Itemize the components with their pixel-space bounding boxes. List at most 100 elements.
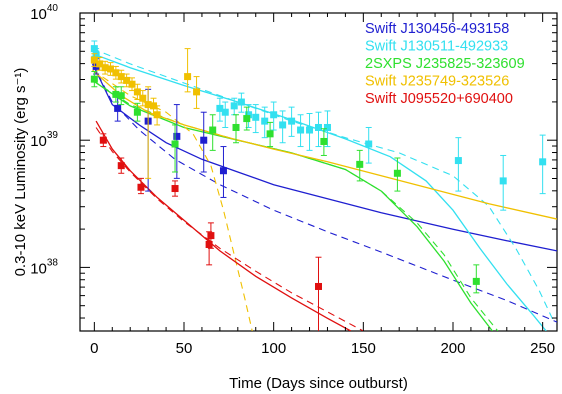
data-point [323, 110, 331, 148]
data-point [112, 65, 120, 80]
fit-curve-dashed [92, 79, 499, 331]
data-marker [207, 232, 215, 240]
data-point [270, 101, 278, 131]
data-marker [117, 73, 125, 81]
data-point [101, 60, 109, 75]
data-marker [90, 56, 98, 64]
data-point [315, 111, 322, 148]
data-marker [306, 126, 314, 134]
data-point [117, 157, 125, 174]
data-marker [323, 123, 331, 131]
data-point [90, 71, 98, 88]
data-marker [137, 183, 145, 191]
data-point [209, 114, 217, 151]
data-point [153, 105, 161, 126]
data-point [365, 126, 373, 164]
data-point [297, 114, 305, 148]
legend-entry: Swift J095520+690400 [365, 91, 513, 107]
data-point [133, 102, 141, 122]
data-marker [92, 51, 100, 59]
x-tick-label: 50 [176, 340, 193, 357]
data-point [171, 180, 179, 197]
data-marker [315, 282, 322, 290]
fit-curve-dashed [92, 69, 253, 331]
data-marker [279, 121, 287, 129]
data-marker [153, 111, 161, 119]
data-marker [270, 111, 278, 119]
data-point [252, 104, 260, 134]
data-marker [219, 167, 227, 175]
data-marker [123, 76, 131, 84]
x-axis-title: Time (Days since outburst) [229, 375, 408, 392]
data-marker [261, 117, 269, 125]
data-marker [90, 75, 98, 83]
data-point [243, 106, 251, 131]
data-marker [245, 111, 253, 119]
data-marker [539, 158, 547, 166]
x-tick-label: 250 [530, 340, 555, 357]
data-point [216, 97, 224, 122]
data-marker [133, 88, 141, 96]
data-marker [117, 92, 125, 100]
data-marker [184, 73, 192, 81]
data-marker [171, 140, 179, 148]
data-point [472, 264, 480, 294]
data-point [193, 76, 201, 109]
data-point [539, 134, 547, 195]
y-tick-label-base: 10 [30, 6, 47, 23]
x-tick-label: 200 [440, 340, 465, 357]
data-marker [112, 69, 120, 77]
data-point [112, 86, 120, 103]
data-point [279, 110, 287, 144]
legend-entry: Swift J130456-493158 [365, 21, 509, 37]
y-tick-label-base: 10 [30, 133, 47, 150]
data-marker [243, 115, 251, 123]
data-point [261, 106, 269, 139]
data-marker [112, 90, 120, 98]
data-marker [216, 104, 224, 112]
legend-entry: Swift J130511-492933 [365, 39, 508, 55]
data-point [288, 106, 296, 137]
data-marker [99, 136, 107, 144]
data-marker [171, 185, 179, 193]
data-point [200, 111, 208, 173]
data-marker [288, 117, 296, 125]
data-marker [232, 123, 240, 131]
data-marker [101, 64, 109, 72]
data-marker [315, 123, 322, 131]
data-marker [144, 101, 152, 109]
data-marker [252, 113, 260, 121]
data-marker [230, 102, 238, 110]
data-marker [150, 102, 158, 110]
data-marker [356, 160, 364, 168]
data-point [320, 128, 328, 156]
fit-curve-dashed [92, 63, 557, 323]
data-marker [139, 94, 147, 102]
legend-entry: 2SXPS J235825-323609 [365, 56, 525, 72]
data-marker [96, 60, 104, 68]
data-point [99, 133, 107, 148]
x-tick-label: 100 [261, 340, 286, 357]
data-marker [472, 277, 480, 285]
data-marker [221, 108, 229, 116]
data-marker [117, 162, 125, 170]
data-marker [266, 130, 274, 138]
legend: Swift J130456-493158 Swift J130511-492933… [365, 21, 525, 107]
fit-curve-solid [92, 69, 557, 220]
data-point [184, 48, 192, 93]
data-point [237, 92, 245, 113]
data-marker [173, 132, 181, 140]
data-marker [200, 136, 208, 144]
data-point [499, 154, 507, 211]
data-point [356, 149, 364, 182]
legend-entry: Swift J235749-323526 [365, 74, 509, 90]
data-point [171, 124, 179, 173]
data-point [117, 86, 125, 106]
data-point [393, 157, 401, 192]
data-marker [133, 108, 141, 116]
data-marker [209, 126, 217, 134]
data-point [232, 114, 240, 144]
y-tick-label-exponent: 38 [47, 257, 59, 268]
y-tick-label: 1038 [30, 257, 58, 277]
